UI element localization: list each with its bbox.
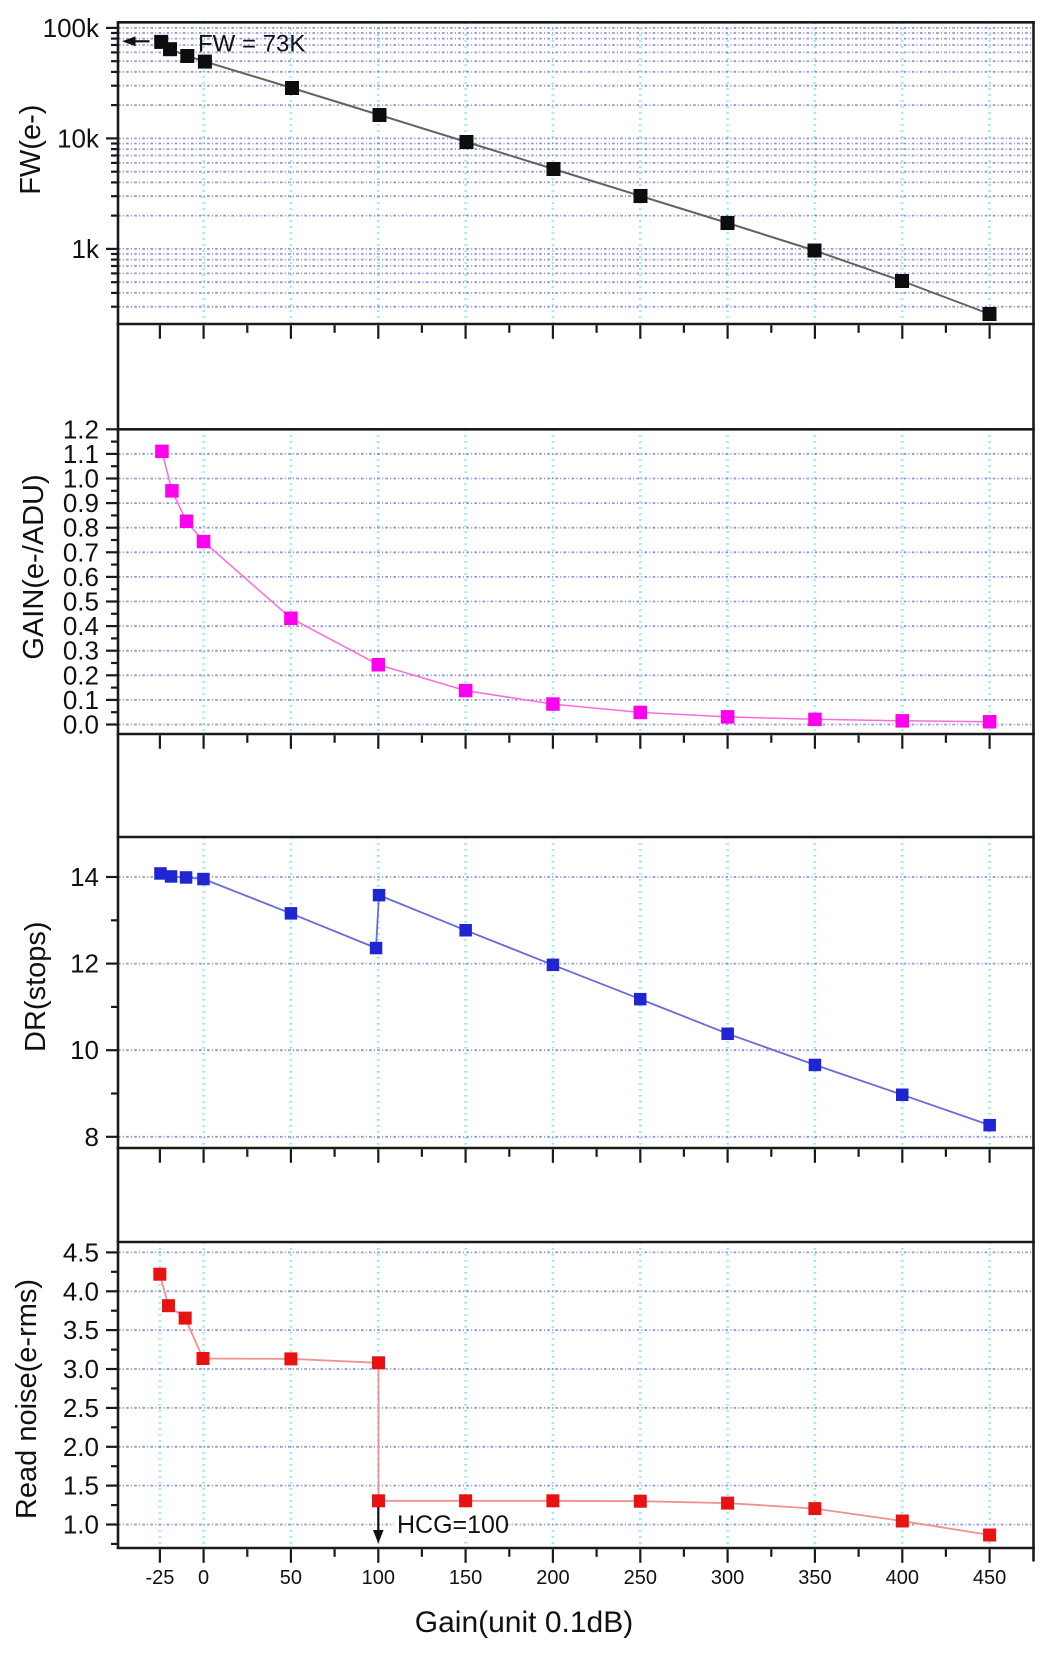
- svg-text:0.2: 0.2: [63, 660, 99, 690]
- svg-text:HCG=100: HCG=100: [397, 1511, 509, 1539]
- svg-text:2.0: 2.0: [63, 1432, 99, 1462]
- svg-text:14: 14: [70, 862, 99, 892]
- svg-text:200: 200: [536, 1567, 569, 1589]
- svg-text:FW = 73K: FW = 73K: [198, 31, 305, 58]
- svg-text:-25: -25: [145, 1567, 174, 1589]
- svg-text:100k: 100k: [43, 13, 100, 43]
- svg-text:100: 100: [362, 1567, 395, 1589]
- svg-text:Gain(unit 0.1dB): Gain(unit 0.1dB): [415, 1606, 633, 1639]
- svg-text:1.1: 1.1: [63, 439, 99, 469]
- svg-text:3.5: 3.5: [63, 1315, 99, 1345]
- svg-text:3.0: 3.0: [63, 1354, 99, 1384]
- svg-text:350: 350: [798, 1567, 831, 1589]
- svg-text:0.3: 0.3: [63, 636, 99, 666]
- svg-text:GAIN(e-/ADU): GAIN(e-/ADU): [18, 474, 50, 659]
- svg-text:0.5: 0.5: [63, 587, 99, 617]
- svg-text:8: 8: [85, 1122, 99, 1152]
- svg-text:0.1: 0.1: [63, 685, 99, 715]
- svg-text:1.0: 1.0: [63, 1509, 99, 1539]
- svg-text:0.6: 0.6: [63, 562, 99, 592]
- svg-text:450: 450: [973, 1567, 1006, 1589]
- svg-text:4.0: 4.0: [63, 1276, 99, 1306]
- svg-text:0: 0: [198, 1567, 209, 1589]
- svg-text:4.5: 4.5: [63, 1237, 99, 1267]
- svg-text:0.7: 0.7: [63, 537, 99, 567]
- svg-text:FW(e-): FW(e-): [15, 105, 47, 195]
- svg-text:10k: 10k: [57, 123, 100, 153]
- svg-text:1.0: 1.0: [63, 464, 99, 494]
- svg-text:10: 10: [70, 1035, 99, 1065]
- svg-text:1.5: 1.5: [63, 1471, 99, 1501]
- svg-text:0.4: 0.4: [63, 611, 99, 641]
- svg-text:1.2: 1.2: [63, 414, 99, 444]
- svg-text:0.8: 0.8: [63, 513, 99, 543]
- svg-text:300: 300: [711, 1567, 744, 1589]
- svg-text:DR(stops): DR(stops): [20, 921, 52, 1052]
- svg-text:2.5: 2.5: [63, 1393, 99, 1423]
- svg-text:400: 400: [886, 1567, 919, 1589]
- svg-text:0.0: 0.0: [63, 710, 99, 740]
- svg-text:Read noise(e-rms): Read noise(e-rms): [11, 1279, 43, 1519]
- svg-text:150: 150: [449, 1567, 482, 1589]
- svg-text:50: 50: [280, 1567, 302, 1589]
- svg-text:1k: 1k: [72, 234, 100, 264]
- svg-text:12: 12: [70, 949, 99, 979]
- svg-text:0.9: 0.9: [63, 488, 99, 518]
- svg-text:250: 250: [624, 1567, 657, 1589]
